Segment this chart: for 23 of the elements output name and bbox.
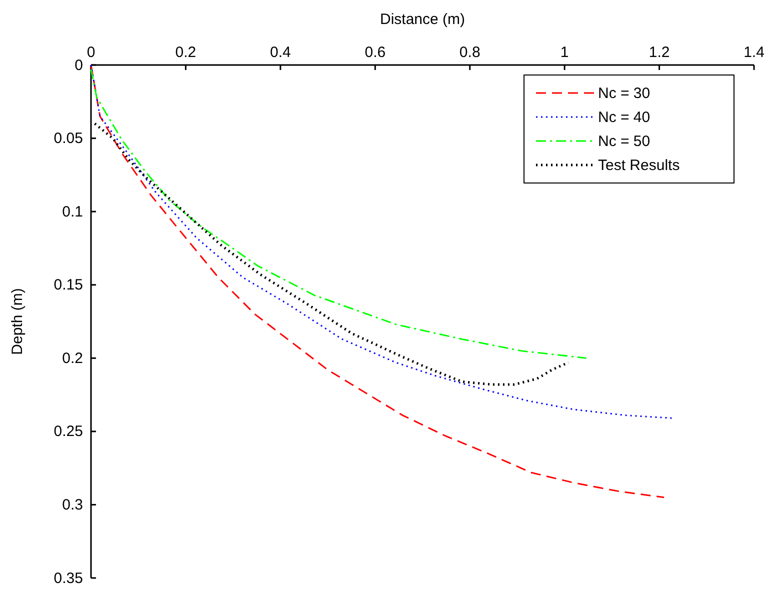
y-tick-label: 0.15 (54, 276, 83, 294)
x-tick-label: 0 (86, 44, 96, 61)
legend-label: Nc = 40 (598, 109, 650, 126)
line-series (90, 68, 588, 359)
x-tick-label: 0.6 (364, 44, 386, 61)
y-tick-label: 0.05 (54, 130, 83, 148)
x-tick-label: 1 (560, 44, 569, 61)
y-tick-label: 0.1 (62, 203, 83, 220)
legend-label: Test Results (598, 157, 680, 174)
legend-label: Nc = 50 (598, 133, 650, 150)
x-tick-label: 0.8 (459, 44, 480, 61)
x-axis-title: Distance (m) (380, 11, 466, 28)
y-tick-label: 0.25 (54, 423, 83, 440)
y-tick-label: 0.2 (62, 350, 83, 367)
x-tick-label: 0.4 (270, 44, 291, 61)
y-axis-title: Depth (m) (9, 288, 26, 355)
y-tick-label: 0.3 (62, 496, 83, 514)
y-tick-label: 0 (74, 56, 83, 74)
x-tick-label: 0.2 (175, 44, 196, 61)
x-tick-label: 1.2 (648, 44, 670, 61)
x-tick-label: 1.4 (744, 44, 764, 61)
legend-label: Nc = 30 (598, 85, 650, 102)
y-tick-label: 0.35 (54, 570, 83, 587)
